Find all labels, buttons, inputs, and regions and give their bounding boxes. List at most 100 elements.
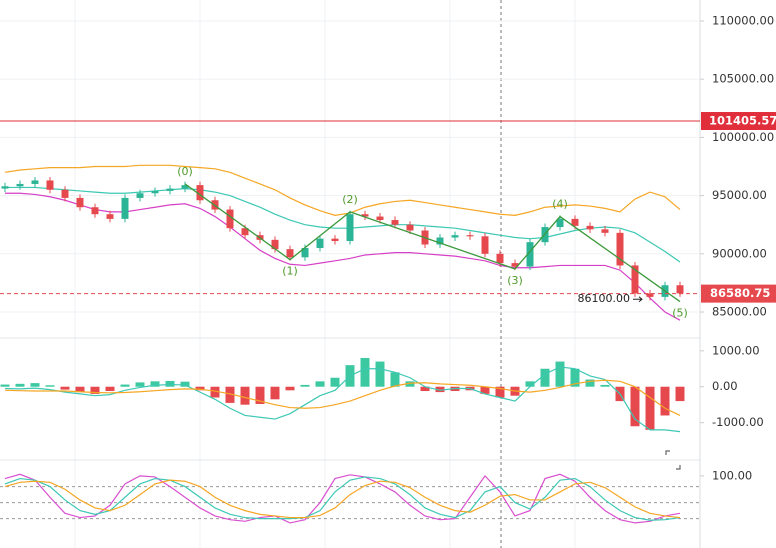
macd-line [4, 379, 681, 417]
y-tick-label: 110000.00 [712, 13, 774, 27]
histogram-bar [60, 386, 70, 390]
candle-body [271, 239, 279, 250]
candle-body [166, 188, 174, 191]
candle-body [136, 193, 144, 198]
histogram-bar [285, 386, 295, 391]
candle-body [391, 220, 399, 225]
histogram-bar [555, 361, 565, 387]
candle-body [286, 249, 294, 258]
band-line [5, 186, 681, 263]
y-tick-label: 90000.00 [712, 246, 767, 260]
last-price-tag [701, 284, 776, 303]
candle-body [31, 180, 39, 184]
histogram-bar [180, 381, 190, 387]
histogram-bar [240, 386, 250, 405]
histogram-bar [480, 386, 490, 394]
histogram-bar [255, 386, 265, 404]
candle-body [436, 237, 444, 245]
histogram-bar [45, 385, 55, 387]
oscillator-line [4, 479, 681, 519]
histogram-bar [195, 386, 205, 391]
histogram-bar [360, 357, 370, 387]
candle-body [481, 236, 489, 254]
y-tick-label: 85000.00 [712, 305, 767, 319]
histogram-bar [630, 386, 640, 427]
histogram-bar [270, 386, 280, 400]
histogram-bar [375, 361, 385, 387]
histogram-bar [30, 383, 40, 387]
candle-body [451, 235, 459, 238]
candle-body [646, 293, 654, 297]
histogram-bar [435, 386, 445, 393]
histogram-bar [420, 386, 430, 392]
price-tag-label: 101405.57 [709, 114, 776, 128]
candle-body [106, 214, 114, 219]
histogram-bar [165, 380, 175, 387]
histogram-bar [405, 381, 415, 387]
histogram-bar [300, 384, 310, 387]
histogram-bar [75, 386, 85, 393]
histogram-bar [600, 384, 610, 387]
histogram-bar [675, 386, 685, 402]
price-tag [701, 112, 776, 131]
candle-body [361, 214, 369, 217]
y-tick-label: 95000.00 [712, 188, 767, 202]
histogram-bar [90, 386, 100, 394]
oscillator-line [4, 476, 681, 521]
y-tick-label: 100.00 [712, 468, 752, 482]
wave-label: (0) [177, 165, 193, 178]
oscillator-line [4, 473, 681, 524]
candle-body [151, 190, 159, 194]
histogram-bar [150, 381, 160, 387]
candle-body [571, 218, 579, 226]
candle-body [16, 183, 24, 187]
expand-icon-path [665, 450, 681, 470]
candle-body [226, 209, 234, 229]
histogram-bar [225, 386, 235, 403]
histogram-bar [525, 381, 535, 387]
y-tick-label: 100000.00 [712, 130, 774, 144]
candle-body [526, 242, 534, 267]
candle-body [46, 180, 54, 190]
expand-icon[interactable] [665, 450, 681, 470]
candle-body [76, 197, 84, 208]
histogram-bar [135, 382, 145, 387]
candle-body [616, 232, 624, 266]
wave-line [184, 183, 681, 303]
candle-body [61, 189, 69, 198]
histogram-bar [540, 368, 550, 387]
wave-label: (4) [552, 198, 568, 211]
candle-body [316, 238, 324, 248]
candle-body [631, 265, 639, 294]
histogram-bar [660, 386, 670, 416]
candle-body [376, 216, 384, 221]
candle-body [121, 197, 129, 219]
band-line [5, 192, 681, 321]
y-tick-label: 105000.00 [712, 72, 774, 86]
candle-body [346, 214, 354, 241]
candle-body [556, 218, 564, 228]
histogram-bar [15, 383, 25, 387]
candle-body [196, 185, 204, 201]
histogram-bar [210, 386, 220, 398]
y-tick-label: -1000.00 [712, 415, 764, 429]
histogram-bar [120, 384, 130, 387]
vertical-grid [74, 0, 576, 548]
last-price-label: 86580.75 [710, 286, 770, 300]
histogram-bar [570, 368, 580, 387]
histogram-bar [105, 386, 115, 392]
candle-body [1, 186, 9, 189]
histogram-bar [585, 379, 595, 387]
candle-body [331, 238, 339, 241]
candle-body [586, 225, 594, 230]
histogram-bar [390, 372, 400, 387]
candle-body [496, 253, 504, 264]
band-line [4, 164, 681, 216]
y-tick-label: 0.00 [712, 379, 738, 393]
wave-label: (5) [672, 307, 688, 320]
y-tick-label: 1000.00 [712, 343, 760, 357]
candle-body [601, 229, 609, 233]
histogram-bar [330, 377, 340, 387]
